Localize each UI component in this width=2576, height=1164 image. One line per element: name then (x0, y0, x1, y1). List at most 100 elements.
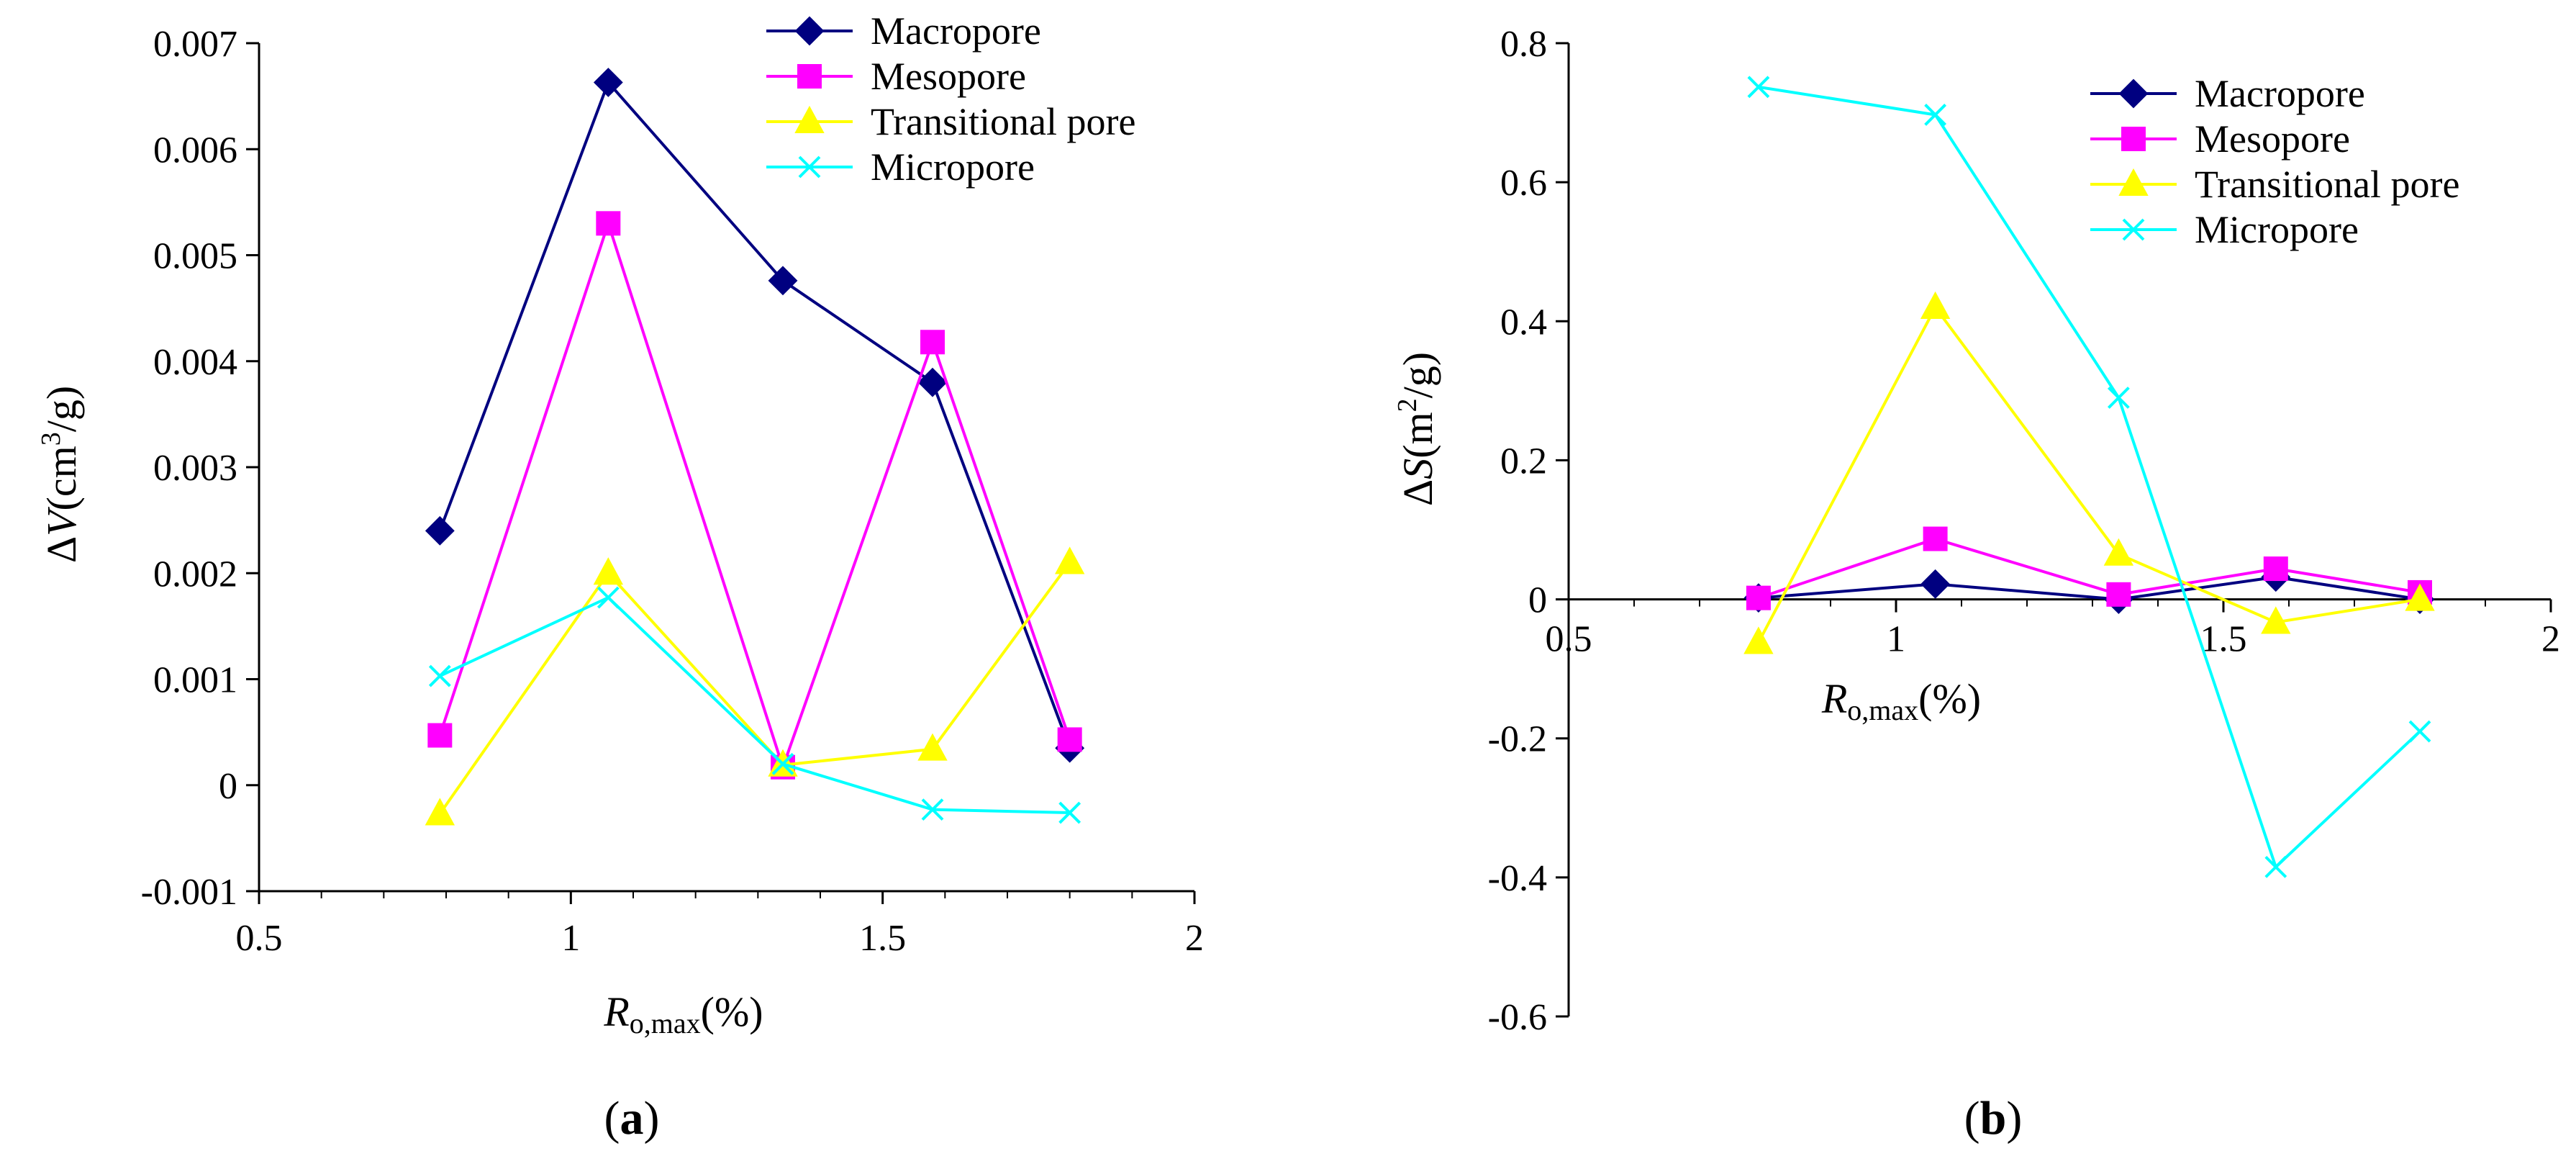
series-line (1757, 304, 2421, 644)
x-axis-label: Ro,max(%) (603, 988, 763, 1039)
marker-triangle (593, 557, 624, 585)
x-tick-label: 0.5 (1546, 619, 1592, 660)
marker-diamond (768, 266, 798, 296)
y-axis-label-var: V (38, 506, 85, 536)
legend-label: Transitional pore (871, 100, 1135, 143)
legend-label: Macropore (2195, 72, 2365, 115)
legend-label: Mesopore (2195, 117, 2350, 161)
panel-label-close: ) (644, 1092, 660, 1145)
marker-triangle (794, 105, 825, 133)
y-axis-label-unit-close: /g) (1394, 352, 1441, 398)
y-tick-label: 0.004 (153, 342, 237, 383)
marker-diamond (794, 16, 825, 46)
legend-label: Transitional pore (2195, 163, 2459, 206)
marker-square (2121, 127, 2146, 151)
legend-label: Micropore (2195, 208, 2359, 251)
y-tick-label: 0.005 (153, 236, 237, 277)
y-axis-label-prefix: Δ (1394, 479, 1441, 506)
marker-square (2263, 556, 2288, 582)
series-macropore (425, 68, 1085, 763)
series-micropore (428, 586, 1081, 824)
y-tick-label: 0.2 (1500, 441, 1547, 482)
marker-diamond (425, 515, 455, 546)
marker-x (921, 798, 944, 821)
y-tick-label: -0.6 (1488, 997, 1547, 1038)
marker-square (1057, 727, 1082, 752)
marker-diamond (1920, 569, 1951, 599)
legend-item: Macropore (2090, 72, 2365, 115)
x-axis-label-unit: (%) (701, 988, 763, 1035)
panel-label-open: ( (604, 1092, 620, 1145)
marker-x (428, 664, 451, 687)
x-axis-label: Ro,max(%) (1821, 675, 1981, 726)
panel-label-open: ( (1964, 1092, 1980, 1145)
legend-item: Micropore (766, 145, 1035, 189)
x-axis-label-sub: o,max (1847, 694, 1918, 726)
legend-item: Micropore (2090, 208, 2359, 251)
marker-triangle (425, 798, 455, 826)
marker-diamond (593, 68, 623, 97)
marker-square (596, 211, 621, 236)
chart-panel-b: -0.6-0.4-0.200.20.40.60.80.5 1 1.5 2Ro,max(… (1392, 24, 2560, 1145)
y-tick-label: -0.4 (1488, 858, 1547, 899)
x-tick-label: 2 (2541, 619, 2560, 660)
legend-label: Mesopore (871, 55, 1026, 98)
panel-label: (b) (1964, 1092, 2023, 1145)
marker-x (1747, 76, 1770, 99)
y-tick-label: 0.002 (153, 554, 237, 595)
y-tick-label: 0.8 (1500, 24, 1547, 65)
legend-item: Mesopore (766, 55, 1026, 98)
y-tick-label: 0.007 (153, 24, 237, 65)
y-tick-label: 0.6 (1500, 163, 1547, 204)
y-tick-label: 0.001 (153, 660, 237, 701)
y-tick-label: -0.001 (141, 872, 237, 913)
series-line (1758, 575, 2421, 601)
y-axis-label: ΔV(cm3/g) (36, 386, 85, 563)
x-tick-label: 1.5 (859, 918, 906, 959)
marker-square (427, 723, 453, 748)
y-axis-label-sup: 2 (1392, 398, 1423, 412)
x-axis-label-main: R (1821, 675, 1847, 722)
y-tick-label: 0.003 (153, 448, 237, 489)
marker-square (1746, 585, 1771, 610)
marker-x (2408, 720, 2431, 743)
panel-label-letter: a (620, 1092, 644, 1145)
marker-square (1923, 526, 1948, 551)
marker-triangle (2103, 538, 2134, 566)
y-axis-label-unit-open: (m (1394, 412, 1441, 458)
marker-x (2264, 855, 2287, 878)
x-tick-label: 0.5 (236, 918, 283, 959)
legend-item: Mesopore (2090, 117, 2350, 161)
marker-x (1924, 104, 1947, 126)
y-tick-label: 0.006 (153, 130, 237, 171)
x-tick-label: 1 (1887, 619, 1905, 660)
marker-triangle (2118, 168, 2149, 196)
legend-label: Micropore (871, 145, 1035, 189)
marker-x (798, 155, 821, 179)
x-tick-label: 1 (561, 918, 580, 959)
marker-triangle (2405, 583, 2435, 611)
y-tick-label: 0 (219, 766, 237, 807)
y-axis-label: ΔS(m2/g) (1392, 352, 1441, 506)
series-micropore (1747, 76, 2431, 878)
y-axis-label-sup: 3 (36, 432, 66, 446)
marker-diamond (2118, 78, 2149, 109)
marker-x (597, 586, 620, 609)
y-tick-label: -0.2 (1488, 719, 1547, 760)
legend-item: Transitional pore (766, 100, 1135, 143)
marker-x (771, 752, 794, 775)
y-axis-label-var: S (1394, 459, 1441, 479)
marker-square (797, 64, 822, 89)
panel-label-close: ) (2006, 1092, 2022, 1145)
x-axis-label-unit: (%) (1918, 675, 1981, 722)
y-axis-label-prefix: Δ (38, 536, 85, 563)
y-axis-label-unit-close: /g) (38, 386, 85, 432)
marker-x (2122, 218, 2145, 241)
legend-label: Macropore (871, 9, 1041, 53)
marker-x (1058, 801, 1081, 824)
marker-triangle (1743, 626, 1774, 654)
marker-x (2107, 387, 2130, 409)
y-tick-label: 0 (1528, 580, 1547, 621)
legend-item: Macropore (766, 9, 1041, 53)
